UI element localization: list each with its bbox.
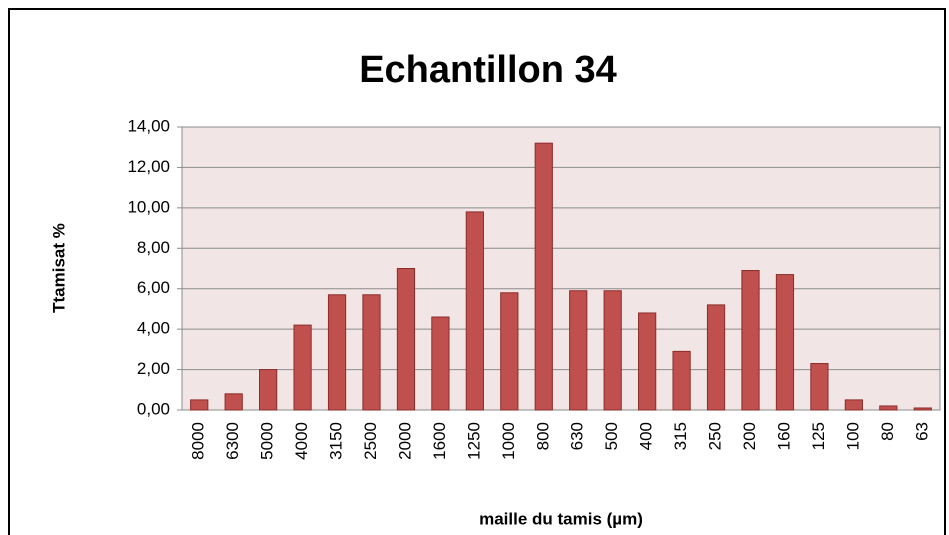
bar (190, 399, 209, 411)
bar (362, 294, 381, 411)
x-tick-label: 160 (774, 422, 793, 450)
y-tick-label: 14,00 (127, 116, 170, 135)
x-tick-label: 500 (602, 422, 621, 450)
bar (672, 350, 691, 411)
bar (844, 399, 863, 411)
x-tick-label: 3150 (327, 422, 346, 460)
bar (879, 405, 898, 411)
bar (396, 268, 416, 411)
x-tick-label: 400 (637, 422, 656, 450)
x-tick-label: 6300 (223, 422, 242, 460)
x-tick-label: 8000 (189, 422, 208, 460)
y-tick-label: 8,00 (137, 238, 170, 257)
x-tick-label: 315 (671, 422, 690, 450)
bar (913, 407, 932, 411)
bar (327, 294, 347, 411)
y-tick-label: 6,00 (137, 278, 170, 297)
x-tick-label: 1000 (499, 422, 518, 460)
x-axis-label: maille du tamis (µm) (479, 509, 643, 528)
bar (810, 363, 829, 411)
bar (638, 312, 657, 411)
bar (775, 274, 795, 411)
y-tick-label: 2,00 (137, 359, 170, 378)
bar (534, 142, 553, 411)
y-axis-label: Ttamisat % (49, 223, 68, 313)
x-tick-label: 800 (533, 422, 552, 450)
x-tick-label: 63 (912, 422, 931, 441)
y-tick-label: 0,00 (137, 399, 170, 418)
y-tick-label: 12,00 (127, 157, 170, 176)
bar (465, 211, 484, 411)
bar (293, 324, 312, 411)
x-tick-label: 250 (706, 422, 725, 450)
bar (569, 290, 588, 411)
bar (706, 304, 726, 411)
x-tick-label: 100 (843, 422, 862, 450)
x-tick-label: 80 (878, 422, 897, 441)
x-tick-label: 2500 (361, 422, 380, 460)
bar (741, 270, 760, 411)
bar (603, 290, 622, 411)
bar (259, 369, 278, 411)
x-tick-label: 1600 (430, 422, 449, 460)
x-tick-label: 5000 (258, 422, 277, 460)
bar (224, 393, 243, 411)
x-tick-label: 630 (568, 422, 587, 450)
chart-title: Echantillon 34 (359, 49, 617, 91)
x-tick-label: 1250 (464, 422, 483, 460)
bar (500, 292, 519, 411)
x-tick-label: 125 (809, 422, 828, 450)
y-tick-label: 4,00 (137, 319, 170, 338)
x-tick-label: 200 (740, 422, 759, 450)
y-tick-label: 10,00 (127, 197, 170, 216)
x-tick-label: 2000 (395, 422, 414, 460)
bar (431, 316, 450, 411)
x-tick-label: 4000 (292, 422, 311, 460)
